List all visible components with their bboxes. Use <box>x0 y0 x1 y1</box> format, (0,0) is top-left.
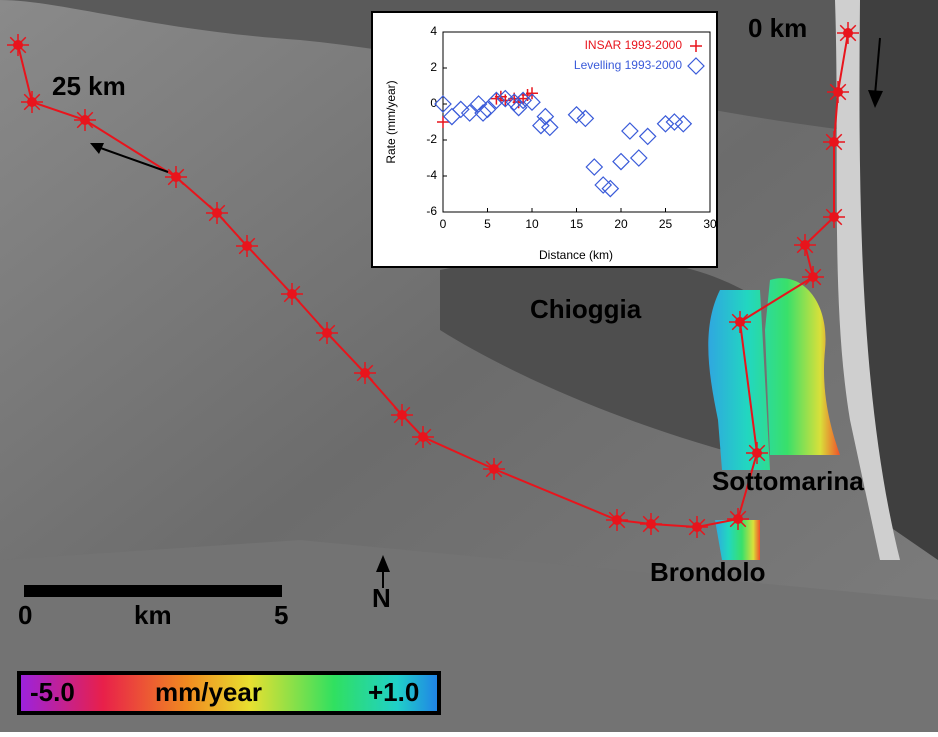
legend-label: INSAR 1993-2000 <box>585 38 683 52</box>
page: 0 km 25 km Chioggia Sottomarina Brondolo… <box>0 0 938 732</box>
scale-label: km <box>134 600 172 630</box>
station <box>800 240 810 250</box>
x-axis-label: Distance (km) <box>539 248 613 262</box>
place-label: Brondolo <box>650 557 766 587</box>
scale-label: 0 <box>18 600 32 630</box>
y-axis-label: Rate (mm/year) <box>384 80 398 163</box>
station <box>242 241 252 251</box>
label: 0 km <box>748 13 807 43</box>
x-tick-label: 15 <box>570 217 584 231</box>
station <box>808 272 818 282</box>
station <box>171 172 181 182</box>
x-tick-label: 5 <box>484 217 491 231</box>
station <box>489 464 499 474</box>
scale-bar <box>24 585 282 597</box>
x-tick-label: 30 <box>703 217 717 231</box>
station <box>418 432 428 442</box>
station <box>692 522 702 532</box>
station <box>843 28 853 38</box>
station <box>80 115 90 125</box>
y-tick-label: 2 <box>430 60 437 74</box>
station <box>612 515 622 525</box>
y-tick-label: -2 <box>426 132 437 146</box>
station <box>829 212 839 222</box>
y-tick-label: -6 <box>426 204 437 218</box>
station <box>212 208 222 218</box>
station <box>733 514 743 524</box>
x-tick-label: 0 <box>440 217 447 231</box>
color-bar-label: mm/year <box>155 677 262 707</box>
x-tick-label: 25 <box>659 217 673 231</box>
station <box>752 448 762 458</box>
station <box>829 137 839 147</box>
inset-chart: Distance (km) Rate (mm/year) 0 5 10 15 20 25 3… <box>372 12 717 267</box>
station <box>13 40 23 50</box>
x-tick-label: 10 <box>525 217 539 231</box>
place-label: Sottomarina <box>712 466 864 496</box>
station <box>833 87 843 97</box>
label: 25 km <box>52 71 126 101</box>
station <box>27 97 37 107</box>
y-tick-label: -4 <box>426 168 437 182</box>
scale-label: 5 <box>274 600 288 630</box>
y-tick-label: 4 <box>430 24 437 38</box>
station <box>735 317 745 327</box>
place-label: Chioggia <box>530 294 642 324</box>
station <box>322 328 332 338</box>
color-bar-label: +1.0 <box>368 677 419 707</box>
station <box>360 368 370 378</box>
color-bar-label: -5.0 <box>30 677 75 707</box>
legend-label: Levelling 1993-2000 <box>574 58 682 72</box>
station <box>646 519 656 529</box>
station <box>397 410 407 420</box>
north-label: N <box>372 583 391 613</box>
map: 0 km 25 km Chioggia Sottomarina Brondolo… <box>0 0 938 732</box>
x-tick-label: 20 <box>614 217 628 231</box>
station <box>287 289 297 299</box>
